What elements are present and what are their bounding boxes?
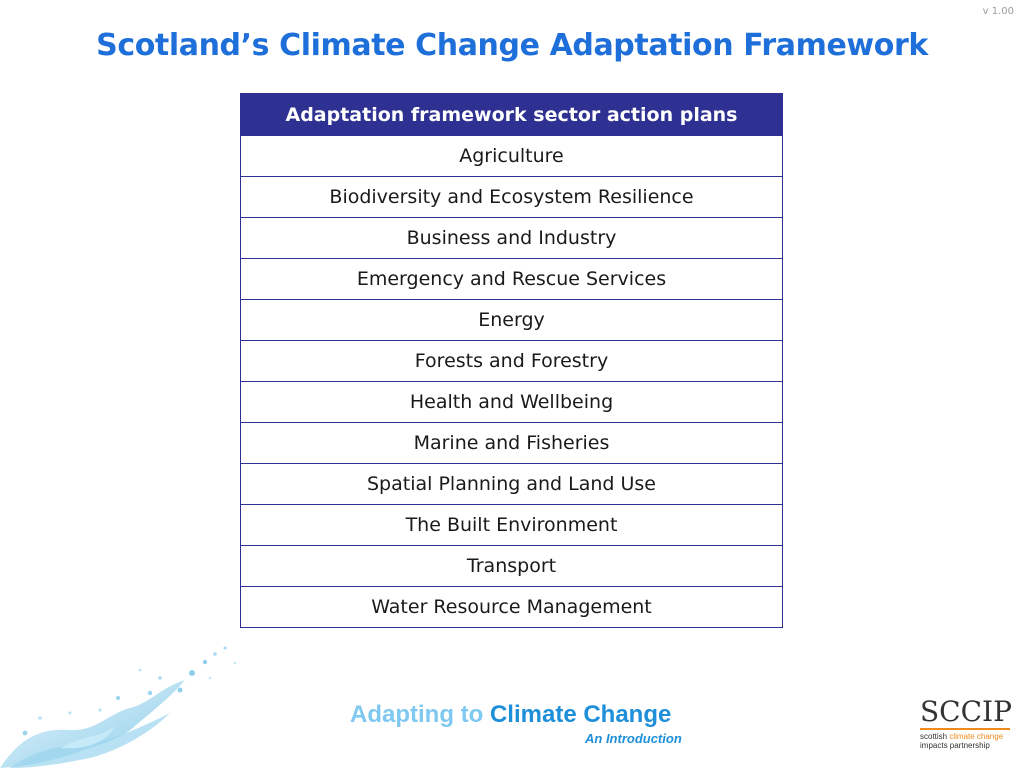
table-row: Spatial Planning and Land Use <box>240 463 783 505</box>
logo-mark: SCCIP <box>920 695 1012 728</box>
table-row: Transport <box>240 545 783 587</box>
table-cell: Spatial Planning and Land Use <box>240 463 783 505</box>
tagline-part2: Climate Change <box>489 701 672 728</box>
table-row: Emergency and Rescue Services <box>240 258 783 300</box>
table-header-cell: Adaptation framework sector action plans <box>240 93 783 136</box>
table-cell: Health and Wellbeing <box>240 381 783 423</box>
sccip-logo: SCCIP scottish climate change impacts pa… <box>920 697 1012 750</box>
table-cell: Agriculture <box>240 135 783 177</box>
table-row: Forests and Forestry <box>240 340 783 382</box>
footer-tagline: Adapting to Climate Change <box>350 701 671 729</box>
water-splash-image <box>0 646 237 768</box>
table-row: Biodiversity and Ecosystem Resilience <box>240 176 783 218</box>
logo-line1-a: scottish <box>920 732 950 741</box>
table-cell: Transport <box>240 545 783 587</box>
logo-line1: scottish climate change <box>920 732 1012 741</box>
table-row: Agriculture <box>240 135 783 177</box>
page-title: Scotland’s Climate Change Adaptation Fra… <box>96 28 928 63</box>
table-cell: Emergency and Rescue Services <box>240 258 783 300</box>
sector-action-plans-table: Adaptation framework sector action plans… <box>240 93 783 628</box>
logo-rule <box>920 728 1010 730</box>
table-cell: The Built Environment <box>240 504 783 546</box>
table-row: The Built Environment <box>240 504 783 546</box>
footer-subtitle: An Introduction <box>585 731 682 746</box>
table-header-row: Adaptation framework sector action plans <box>240 93 783 136</box>
logo-line1-b: climate change <box>949 732 1004 741</box>
table-cell: Forests and Forestry <box>240 340 783 382</box>
version-label: v 1.00 <box>982 6 1014 17</box>
table-row: Energy <box>240 299 783 341</box>
table-row: Health and Wellbeing <box>240 381 783 423</box>
table-row: Marine and Fisheries <box>240 422 783 464</box>
table-cell: Water Resource Management <box>240 586 783 628</box>
table-cell: Marine and Fisheries <box>240 422 783 464</box>
table-row: Water Resource Management <box>240 586 783 628</box>
table-row: Business and Industry <box>240 217 783 259</box>
table-cell: Business and Industry <box>240 217 783 259</box>
table-cell: Biodiversity and Ecosystem Resilience <box>240 176 783 218</box>
tagline-part1: Adapting to <box>350 701 490 728</box>
logo-line2: impacts partnership <box>920 741 990 750</box>
table-cell: Energy <box>240 299 783 341</box>
